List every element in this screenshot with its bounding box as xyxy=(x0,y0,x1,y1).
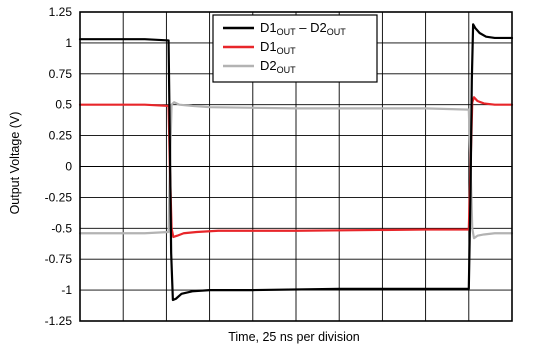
y-axis-label: Output Voltage (V) xyxy=(8,112,22,215)
y-tick-label: 0.75 xyxy=(49,67,73,81)
legend-label: D1OUT xyxy=(260,39,296,56)
legend: D1OUT – D2OUT D1OUT D2OUT xyxy=(212,14,378,83)
legend-entries: D1OUT – D2OUT D1OUT D2OUT xyxy=(223,20,346,75)
series-layer xyxy=(78,23,514,302)
y-tick-label: -0.25 xyxy=(45,190,73,204)
y-tick-label: 0 xyxy=(65,160,72,174)
series-line-0 xyxy=(78,23,514,302)
legend-box xyxy=(212,14,378,83)
legend-label: D2OUT xyxy=(260,58,296,75)
y-tick-label: 1 xyxy=(65,36,72,50)
y-tick-label: -1.25 xyxy=(45,314,73,328)
y-tick-label: 0.25 xyxy=(49,129,73,143)
y-tick-label: -0.5 xyxy=(51,221,72,235)
plot-frame xyxy=(79,11,513,322)
y-tick-label: -0.75 xyxy=(45,252,73,266)
x-axis-label: Time, 25 ns per division xyxy=(228,330,360,344)
y-tick-labels: 1.25 1 0.75 0.5 0.25 0 -0.25 -0.5 -0.75 -1 -1.25 xyxy=(45,5,73,328)
y-tick-label: 0.5 xyxy=(55,98,72,112)
y-tick-label: -1 xyxy=(61,283,72,297)
legend-label: D1OUT – D2OUT xyxy=(260,20,346,37)
y-tick-label: 1.25 xyxy=(49,5,73,19)
